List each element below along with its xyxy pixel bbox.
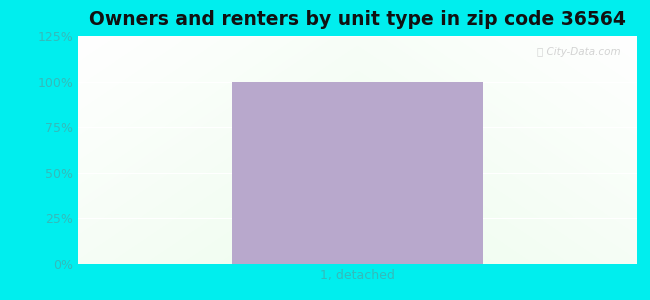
Bar [231, 82, 483, 264]
Text: ⓘ City-Data.com: ⓘ City-Data.com [537, 47, 620, 57]
Title: Owners and renters by unit type in zip code 36564: Owners and renters by unit type in zip c… [89, 10, 626, 29]
